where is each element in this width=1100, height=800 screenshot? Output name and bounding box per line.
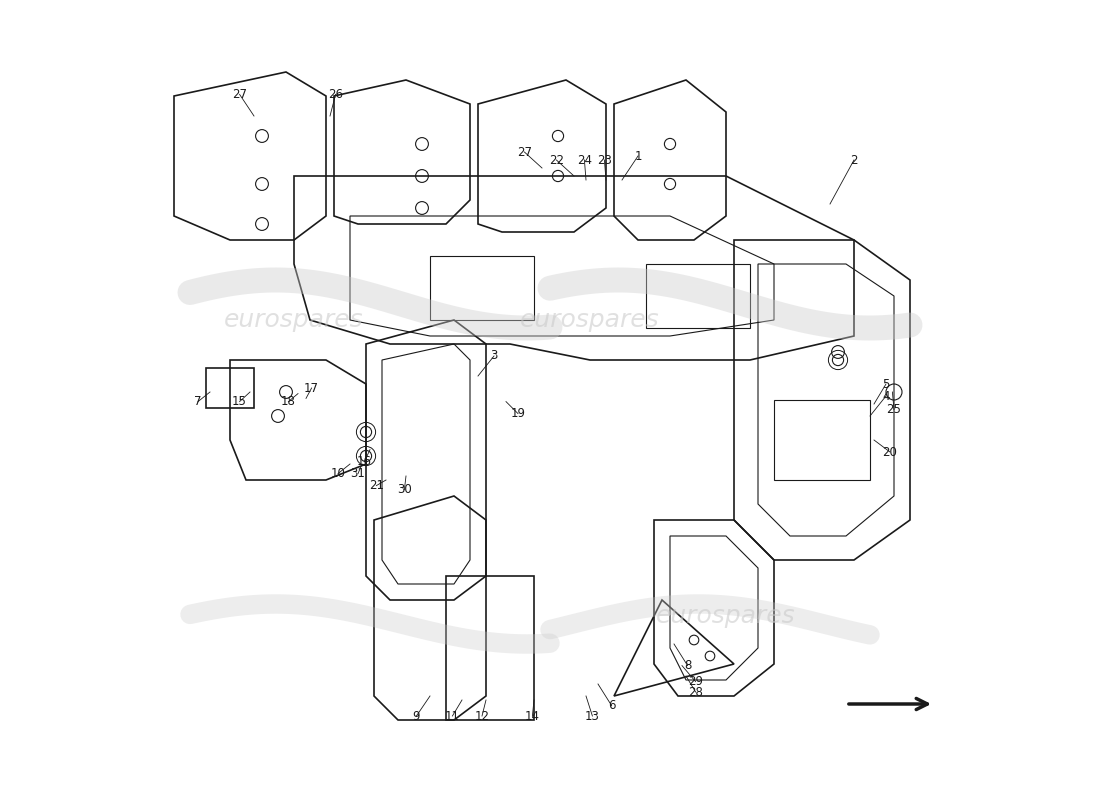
Text: eurospares: eurospares [224,308,364,332]
Text: 28: 28 [689,686,703,698]
Text: 29: 29 [689,675,703,688]
Text: eurospares: eurospares [657,604,795,628]
Text: 17: 17 [304,382,319,394]
Text: 20: 20 [882,446,898,458]
Text: 9: 9 [412,710,420,722]
Text: 27: 27 [517,146,532,158]
Text: 25: 25 [887,403,901,416]
Text: 11: 11 [444,710,460,722]
Text: eurospares: eurospares [520,308,660,332]
Text: 21: 21 [368,479,384,492]
Text: 27: 27 [232,88,248,101]
Text: 19: 19 [510,407,526,420]
Text: 14: 14 [525,710,540,722]
Text: 16: 16 [356,455,372,468]
Text: 1: 1 [635,150,641,162]
Text: 5: 5 [882,378,890,390]
Text: 15: 15 [232,395,248,408]
Text: 7: 7 [195,395,201,408]
Text: 13: 13 [585,710,600,722]
Text: 12: 12 [474,710,490,722]
Text: 3: 3 [491,350,497,362]
Text: 24: 24 [576,154,592,166]
Text: 2: 2 [850,154,858,166]
Text: 18: 18 [280,395,296,408]
Text: 31: 31 [351,467,365,480]
Text: 26: 26 [328,88,343,101]
Text: 30: 30 [397,483,411,496]
Text: 6: 6 [608,699,615,712]
Text: 10: 10 [331,467,345,480]
Text: 23: 23 [597,154,612,166]
Text: 22: 22 [549,154,564,166]
Text: 8: 8 [684,659,691,672]
Text: 4: 4 [882,390,890,402]
